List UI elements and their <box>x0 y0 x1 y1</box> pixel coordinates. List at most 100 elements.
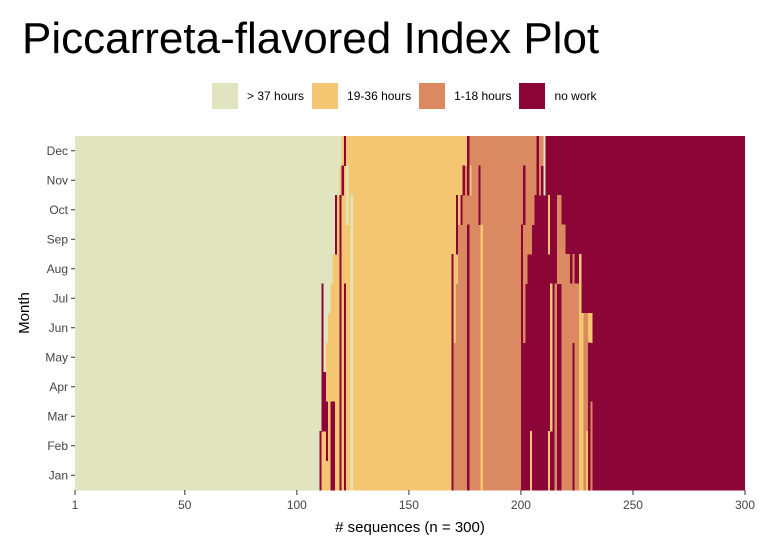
sequence-cell <box>527 313 530 343</box>
sequence-cell <box>350 342 353 373</box>
sequence-cell <box>543 165 546 196</box>
sequence-cell <box>529 460 533 491</box>
sequence-cell <box>534 283 537 314</box>
sequence-cell <box>350 372 353 402</box>
sequence-cell <box>545 401 548 432</box>
x-tick-label: 250 <box>623 498 643 512</box>
sequence-cell <box>541 460 546 491</box>
state-band <box>334 224 459 255</box>
sequence-cell <box>565 401 568 432</box>
legend-swatch <box>519 83 546 109</box>
sequence-cell <box>460 195 463 225</box>
sequence-cell <box>467 431 470 461</box>
x-tick-label: 50 <box>178 498 192 512</box>
sequence-cell <box>321 283 324 314</box>
sequence-cell <box>570 283 573 314</box>
sequence-cell <box>523 195 526 225</box>
sequence-cell <box>527 372 530 402</box>
sequence-cell <box>590 401 593 432</box>
sequence-cell <box>554 313 557 343</box>
sequence-cell <box>545 254 548 284</box>
sequence-cell <box>559 195 562 225</box>
sequence-cell <box>550 372 553 402</box>
sequence-cell <box>480 224 483 255</box>
sequence-cell <box>520 283 524 314</box>
state-band <box>337 195 461 225</box>
state-band <box>75 224 335 255</box>
sequence-cell <box>523 165 526 196</box>
sequence-cell <box>588 342 591 373</box>
sequence-cell <box>346 195 349 225</box>
sequence-cell <box>565 342 568 373</box>
y-tick-label: May <box>45 350 68 364</box>
sequence-cell <box>583 431 589 461</box>
state-band <box>520 401 745 432</box>
sequence-cell <box>554 342 557 373</box>
sequence-cell <box>527 431 530 461</box>
state-band <box>75 342 326 373</box>
y-tick-label: Aug <box>47 262 68 276</box>
sequence-cell <box>350 401 353 432</box>
sequence-cell <box>469 165 472 196</box>
sequence-cell <box>543 136 546 166</box>
sequence-cell <box>467 342 470 373</box>
sequence-cell <box>451 313 454 343</box>
sequence-cell <box>574 372 577 402</box>
sequence-cell <box>545 431 548 461</box>
sequence-cell <box>559 401 562 432</box>
sequence-cell <box>545 342 548 373</box>
sequence-cell <box>581 342 584 373</box>
sequence-cell <box>339 401 342 432</box>
sequence-cell <box>559 254 562 284</box>
sequence-cell <box>576 313 580 343</box>
sequence-cell <box>554 283 557 314</box>
state-band <box>453 401 521 432</box>
sequence-cell <box>583 401 589 432</box>
sequence-cell <box>559 460 562 491</box>
sequence-cell <box>583 313 589 343</box>
sequence-cell <box>339 195 342 225</box>
x-tick-label: 200 <box>511 498 531 512</box>
sequence-cell <box>554 401 557 432</box>
sequence-cell <box>451 372 454 402</box>
sequence-cell <box>559 342 562 373</box>
sequence-cell <box>330 431 335 461</box>
sequence-cell <box>570 313 573 343</box>
legend-label: > 37 hours <box>247 89 305 103</box>
sequence-cell <box>350 283 353 314</box>
sequence-cell <box>585 460 589 491</box>
state-band <box>455 313 526 343</box>
sequence-cell <box>339 283 342 314</box>
sequence-cell <box>559 431 562 461</box>
chart-title: Piccarreta-flavored Index Plot <box>22 14 600 63</box>
sequence-cell <box>576 372 580 402</box>
sequence-cell <box>321 372 324 402</box>
state-band <box>332 254 459 284</box>
sequence-cell <box>346 165 349 196</box>
sequence-cell <box>532 460 535 491</box>
sequence-cell <box>473 195 477 225</box>
sequence-cell <box>323 372 326 402</box>
sequence-cell <box>534 401 537 432</box>
sequence-cell <box>467 283 470 314</box>
x-tick-label: 1 <box>72 498 79 512</box>
legend-swatch <box>212 83 238 109</box>
legend-item: > 37 hours <box>212 83 304 109</box>
sequence-cell <box>350 431 353 461</box>
sequence-cell <box>467 401 470 432</box>
y-tick-label: Feb <box>47 439 68 453</box>
x-axis: 1 50 100 150 200 250 300 <box>72 490 755 512</box>
sequence-cell <box>536 136 539 166</box>
y-tick-label: Apr <box>49 380 68 394</box>
sequence-cell <box>561 431 566 461</box>
legend-label: 1-18 hours <box>454 89 512 103</box>
state-band <box>532 224 745 255</box>
sequence-cell <box>579 283 582 314</box>
sequence-cell <box>473 224 477 255</box>
sequence-cell <box>343 136 347 166</box>
sequence-cell <box>588 372 591 402</box>
sequence-cell <box>536 165 539 196</box>
sequence-cell <box>583 372 589 402</box>
sequence-cell <box>350 224 353 255</box>
sequence-cell <box>480 283 483 314</box>
